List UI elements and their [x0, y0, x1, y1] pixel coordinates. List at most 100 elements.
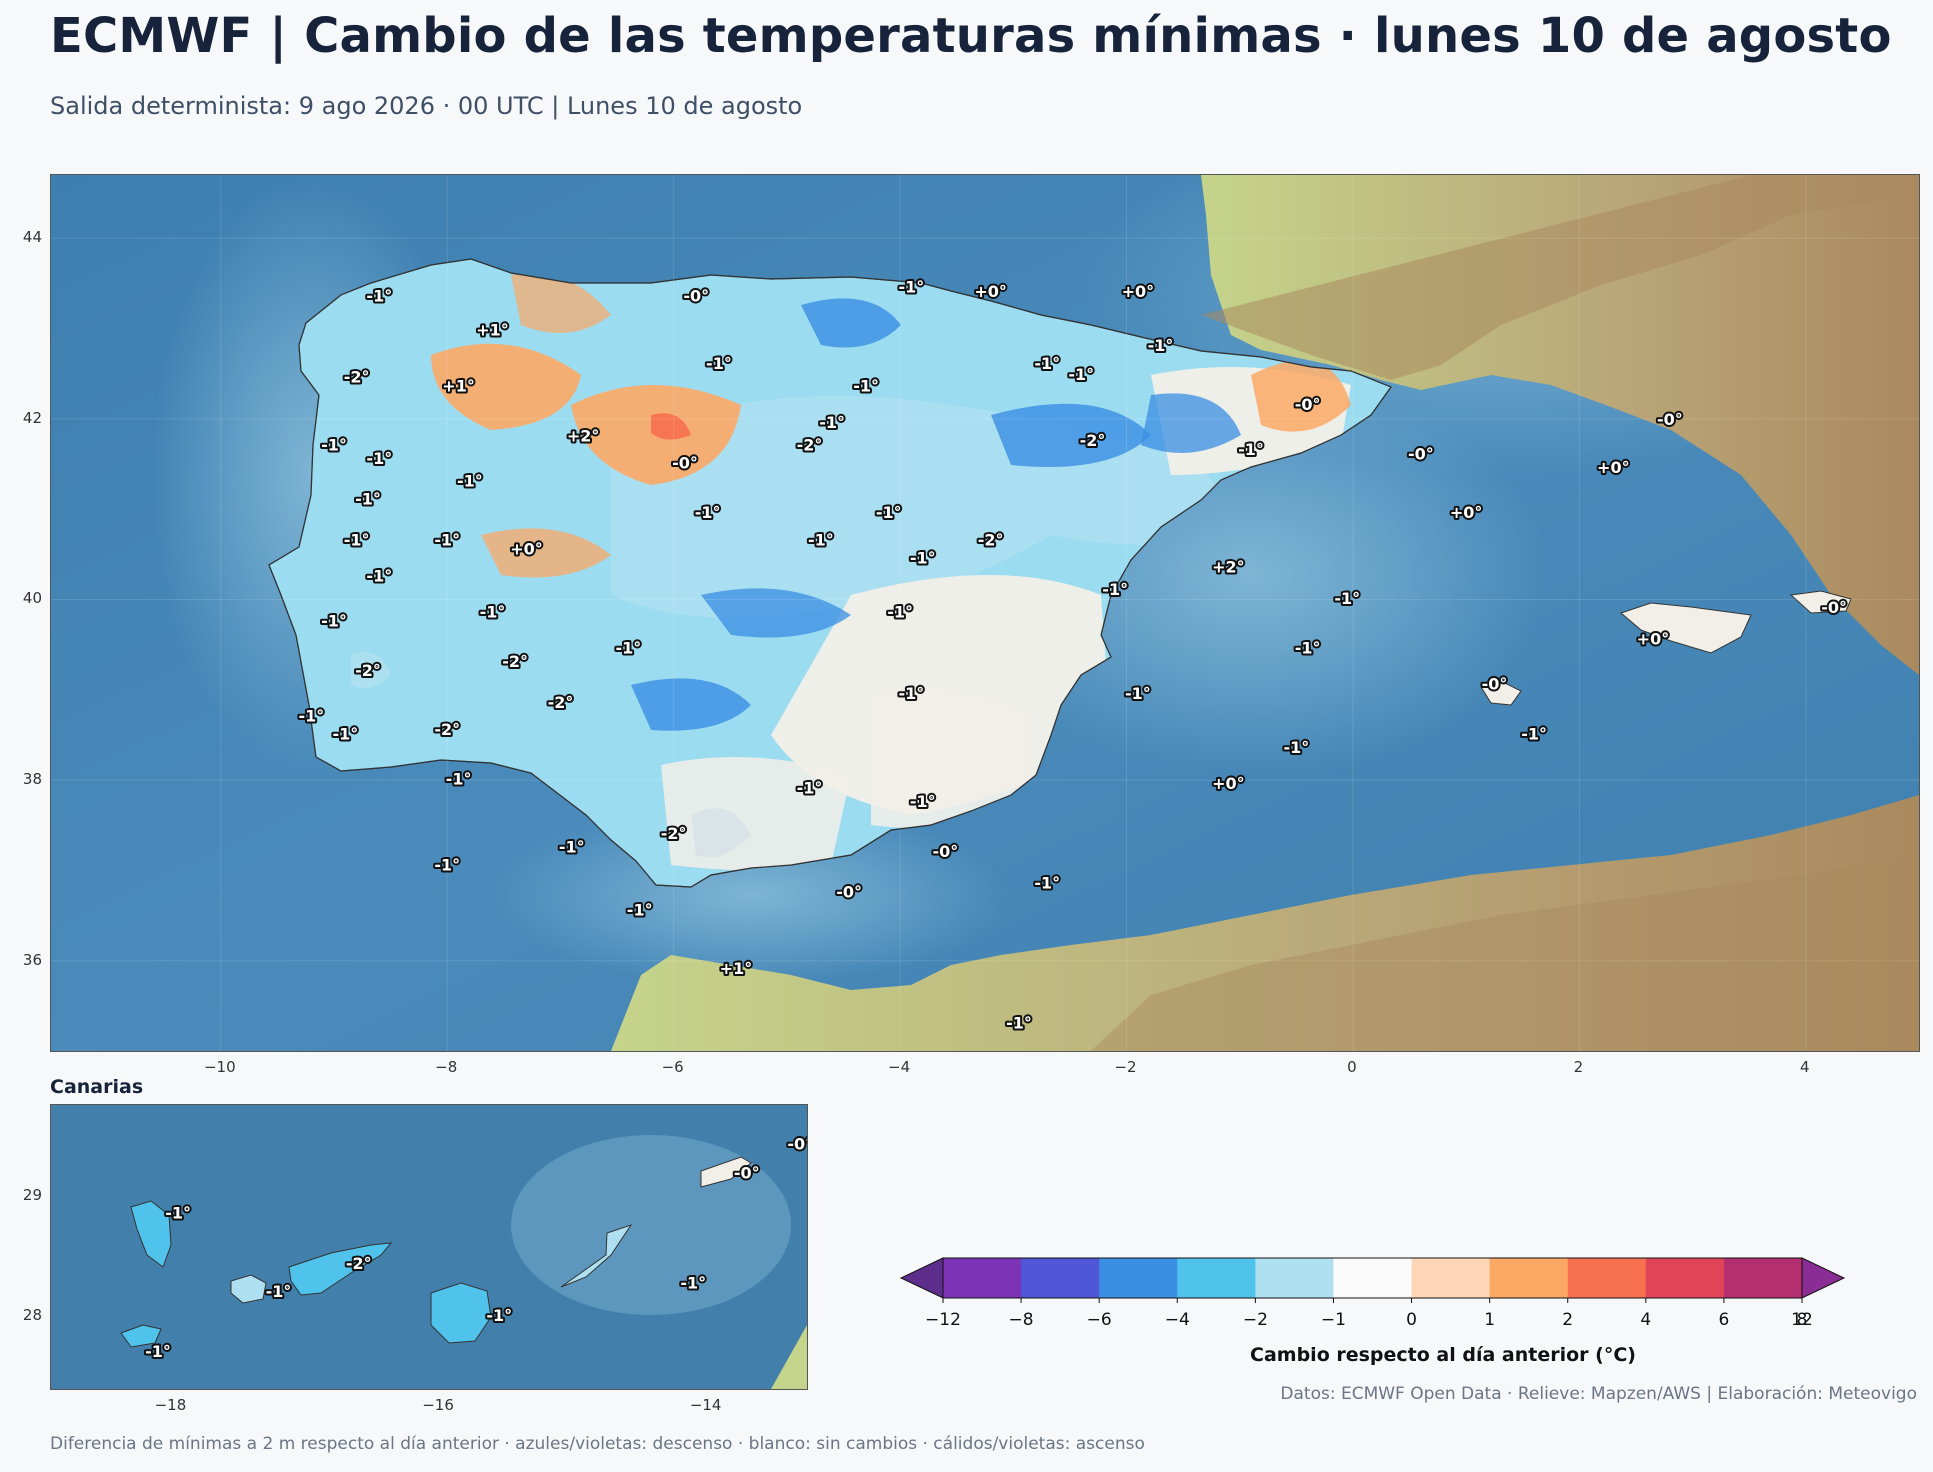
colorbar-min-arrow	[899, 1257, 944, 1299]
tenerife-island	[288, 1242, 393, 1296]
main-map-temperature-labels: -1° -0° -1° +0° +0° +1° -1° -2° -1° -1° -1° +1° -1° -…	[296, 275, 1848, 1034]
main-map-temperature-label: -1°	[899, 684, 925, 703]
colorbar-segment	[1177, 1258, 1256, 1298]
main-map-temperature-label: -1°	[1283, 738, 1309, 757]
colorbar-segment	[1645, 1258, 1725, 1298]
page-subtitle: Salida determinista: 9 ago 2026 · 00 UTC…	[50, 92, 803, 120]
main-map-temperature-label: -1°	[706, 354, 732, 373]
colorbar-segment	[1411, 1258, 1491, 1298]
colorbar-tick-label: −12	[925, 1310, 961, 1330]
canary-inset-title: Canarias	[50, 1076, 144, 1098]
main-map-temperature-label: -2°	[661, 824, 687, 843]
canary-map-temperature-label: -1°	[486, 1306, 512, 1325]
main-map-temperature-label: +0°	[1212, 774, 1245, 793]
canary-map-temperature-label: -2°	[346, 1254, 372, 1273]
north-africa-land	[611, 795, 1919, 1051]
main-map-temperature-label: -1°	[887, 603, 913, 622]
canary-map-temperature-label: -1°	[165, 1203, 191, 1222]
main-map-temperature-label: -1°	[1334, 589, 1360, 608]
main-map-lat-tick: 36	[22, 950, 42, 969]
main-map-temperature-label: -1°	[1238, 440, 1264, 459]
canary-map-temperature-label: -0°	[787, 1134, 807, 1153]
colorbar-tick-label: −4	[1164, 1310, 1190, 1330]
canary-map-lon-tick: −14	[689, 1396, 722, 1414]
canary-map-lat-tick: 29	[22, 1185, 42, 1204]
main-map[interactable]: -1° -0° -1° +0° +0° +1° -1° -2° -1° -1° -1° +1° -1° -…	[50, 174, 1920, 1052]
main-map-temperature-label: -1°	[480, 603, 506, 622]
main-map-temperature-label: -0°	[1821, 598, 1847, 617]
colorbar-segment	[1255, 1258, 1334, 1298]
main-map-temperature-label: -1°	[457, 472, 483, 491]
main-map-temperature-label: -1°	[298, 706, 324, 725]
colorbar-max-arrow	[1801, 1257, 1846, 1299]
colorbar-segment	[1099, 1258, 1178, 1298]
main-map-temperature-label: -1°	[434, 855, 460, 874]
main-map-temperature-label: +0°	[1450, 503, 1483, 522]
canary-map-temperature-label: -0°	[734, 1163, 760, 1182]
main-map-temperature-label: -1°	[627, 901, 653, 920]
main-map-lat-tick: 40	[22, 589, 42, 608]
main-map-temperature-label: -1°	[332, 724, 358, 743]
main-map-temperature-label: -2°	[548, 693, 574, 712]
main-map-lat-tick: 42	[22, 408, 42, 427]
colorbar-label: Cambio respecto al día anterior (°C)	[1250, 1344, 1636, 1366]
colorbar-frame	[942, 1257, 1803, 1299]
main-map-temperature-label: -1°	[434, 530, 460, 549]
main-map-temperature-label: -1°	[797, 779, 823, 798]
main-map-temperature-label: -1°	[910, 792, 936, 811]
main-map-temperature-label: -2°	[502, 652, 528, 671]
main-map-temperature-label: +0°	[510, 539, 543, 558]
main-map-temperature-label: -1°	[853, 377, 879, 396]
canary-inset-map[interactable]: -1° -1° -2° -1° -1° -0° -0° -1°	[50, 1104, 808, 1390]
colorbar-tick-label: 4	[1640, 1310, 1652, 1330]
main-map-canvas: -1° -0° -1° +0° +0° +1° -1° -2° -1° -1° -1° +1° -1° -…	[51, 175, 1919, 1051]
colorbar-tick-label: 8	[1796, 1310, 1808, 1330]
main-map-lon-tick: −8	[435, 1058, 458, 1076]
canary-map-temperature-label: -1°	[145, 1342, 171, 1361]
mallorca-island	[1620, 602, 1752, 654]
main-map-temperature-label: -0°	[672, 453, 698, 472]
main-map-lon-tick: 4	[1800, 1058, 1810, 1076]
main-map-temperature-label: -1°	[808, 530, 834, 549]
main-map-lon-tick: −6	[661, 1058, 684, 1076]
main-map-temperature-label: -2°	[1080, 431, 1106, 450]
main-map-temperature-label: -1°	[1521, 724, 1547, 743]
main-map-temperature-label: -1°	[876, 503, 902, 522]
colorbar-segment	[943, 1258, 1022, 1298]
main-map-temperature-label: -1°	[1068, 365, 1094, 384]
main-map-lon-tick: −2	[1114, 1058, 1137, 1076]
fuerteventura-island	[560, 1224, 633, 1288]
africa-coast-land	[771, 1325, 807, 1389]
la-gomera-island	[230, 1274, 267, 1304]
main-map-temperature-label: -2°	[344, 368, 370, 387]
main-map-temperature-label: -1°	[1034, 354, 1060, 373]
canary-map-temperature-label: -1°	[266, 1282, 292, 1301]
main-map-temperature-label: -1°	[1102, 580, 1128, 599]
main-map-temperature-label: -1°	[344, 530, 370, 549]
ibiza-island	[1480, 680, 1522, 706]
colorbar-tick-label: 0	[1406, 1310, 1417, 1330]
canary-map-lon-tick: −18	[154, 1396, 187, 1414]
main-map-temperature-label: +0°	[1597, 458, 1630, 477]
main-map-temperature-label: -1°	[1148, 336, 1174, 355]
lanzarote-island	[700, 1156, 752, 1188]
main-map-temperature-label: -1°	[615, 639, 641, 658]
main-map-temperature-label: -1°	[1295, 639, 1321, 658]
main-map-temperature-label: -1°	[366, 566, 392, 585]
main-map-temperature-label: -1°	[366, 286, 392, 305]
main-map-temperature-label: -1°	[1034, 873, 1060, 892]
la-palma-island	[130, 1200, 172, 1268]
colorbar-tick-label: 1	[1484, 1310, 1496, 1330]
main-map-lat-tick: 44	[22, 228, 42, 247]
main-map-temperature-label: -0°	[932, 842, 958, 861]
gran-canaria-island	[430, 1282, 492, 1344]
colorbar-tick-label: 2	[1562, 1310, 1574, 1330]
main-map-temperature-label: -1°	[1006, 1013, 1032, 1032]
main-map-gridlines	[51, 175, 1919, 1051]
canary-map-temperature-labels: -1° -1° -2° -1° -1° -0° -0° -1°	[143, 1132, 807, 1363]
main-map-temperature-label: +0°	[1122, 282, 1155, 301]
main-map-temperature-label: -1°	[899, 277, 925, 296]
main-map-temperature-label: -1°	[321, 612, 347, 631]
main-map-temperature-label: -0°	[1295, 395, 1321, 414]
main-map-temperature-label: -0°	[1408, 444, 1434, 463]
